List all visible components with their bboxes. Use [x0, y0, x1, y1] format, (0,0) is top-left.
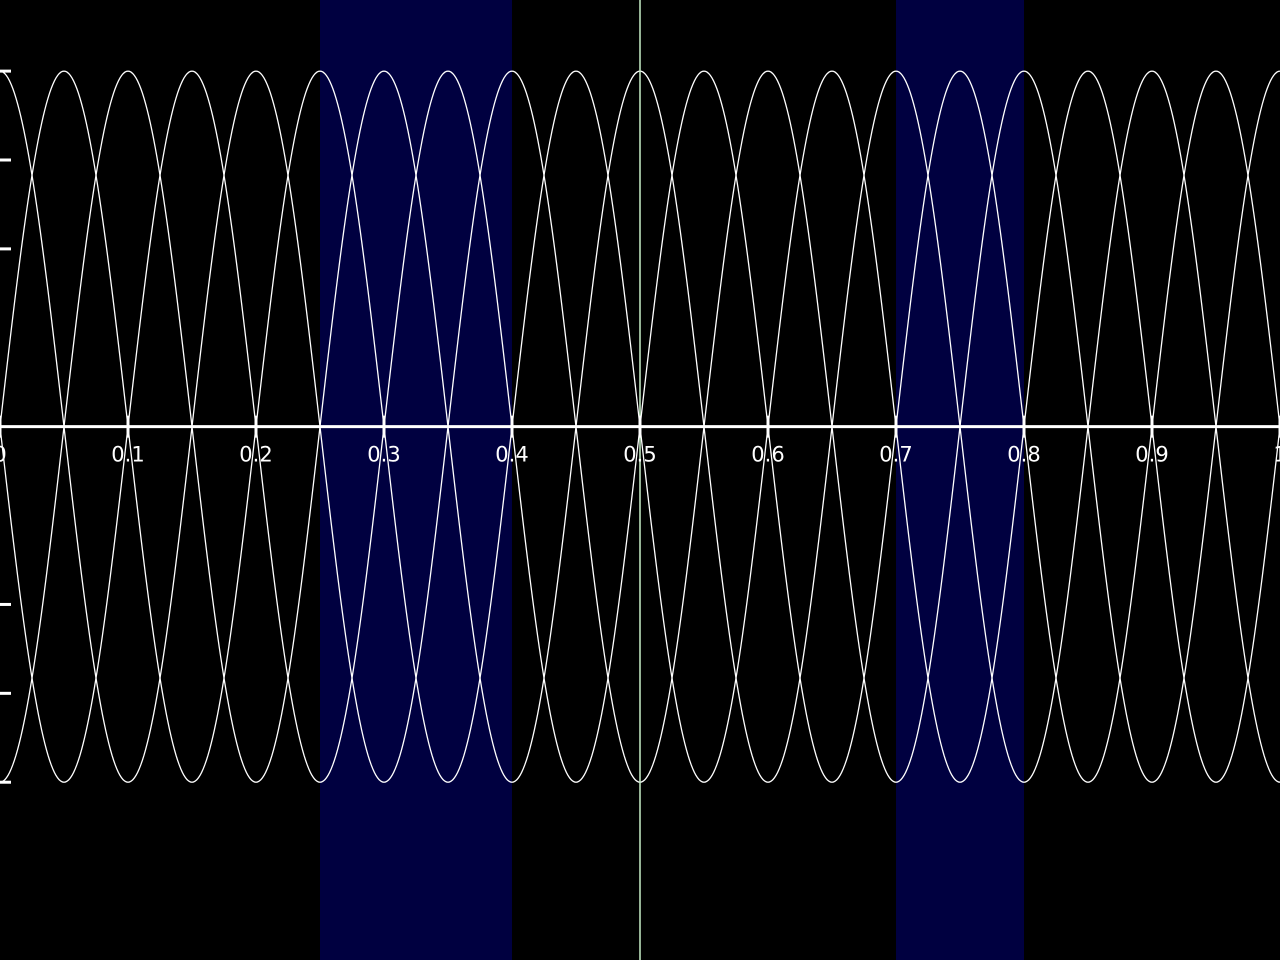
x-tick-label-9: 0.9 [1135, 443, 1168, 467]
x-tick-label-7: 0.7 [879, 443, 912, 467]
x-tick-label-3: 0.3 [367, 443, 400, 467]
x-tick-label-10: 1 [1273, 443, 1280, 467]
x-tick-label-8: 0.8 [1007, 443, 1040, 467]
x-tick-label-2: 0.2 [239, 443, 272, 467]
x-tick-label-4: 0.4 [495, 443, 528, 467]
shaded-region-1 [320, 0, 512, 960]
shaded-regions [320, 0, 1024, 960]
x-tick-label-5: 0.5 [623, 443, 656, 467]
x-tick-label-1: 0.1 [111, 443, 144, 467]
x-tick-label-0: 0 [0, 443, 7, 467]
x-axis: 0 0.1 0.2 0.3 0.4 0.5 0.6 0.7 0.8 0.9 1 [0, 415, 1280, 467]
y-axis-ticks [0, 69, 11, 784]
x-tick-label-6: 0.6 [751, 443, 784, 467]
shaded-region-2 [896, 0, 1024, 960]
